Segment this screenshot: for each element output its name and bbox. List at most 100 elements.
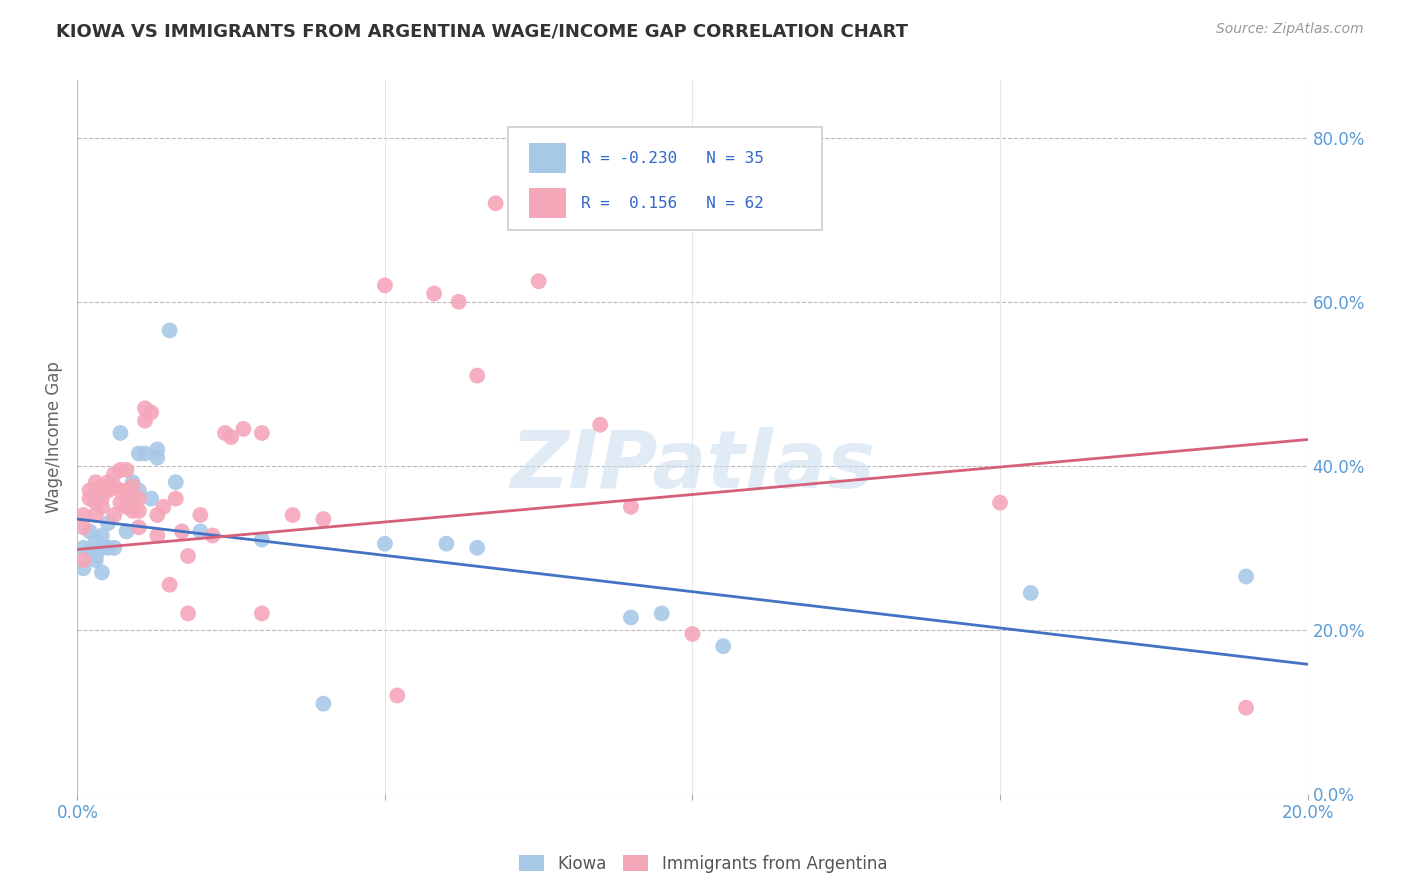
Point xyxy=(159,578,181,592)
Point xyxy=(146,508,169,522)
Point xyxy=(177,549,200,563)
Point xyxy=(1234,700,1257,714)
Text: Source: ZipAtlas.com: Source: ZipAtlas.com xyxy=(1216,22,1364,37)
Point xyxy=(90,566,114,580)
Point xyxy=(103,467,125,481)
Point xyxy=(312,512,335,526)
Point xyxy=(146,442,169,457)
Point xyxy=(110,425,132,440)
Point xyxy=(72,541,94,555)
Bar xyxy=(529,188,565,218)
Point xyxy=(121,479,143,493)
Point xyxy=(436,537,458,551)
Point xyxy=(465,368,488,383)
Point xyxy=(250,425,273,440)
Point xyxy=(620,610,643,624)
Y-axis label: Wage/Income Gap: Wage/Income Gap xyxy=(45,361,63,513)
Point xyxy=(110,496,132,510)
Point xyxy=(103,479,125,493)
Point xyxy=(79,491,101,506)
Point xyxy=(219,430,242,444)
Point xyxy=(159,323,181,337)
Point xyxy=(84,533,107,547)
Point xyxy=(103,508,125,522)
Point xyxy=(84,549,107,563)
Point xyxy=(651,607,673,621)
Point xyxy=(385,689,409,703)
Point xyxy=(465,541,488,555)
Bar xyxy=(529,143,565,173)
Point xyxy=(165,475,187,490)
Point xyxy=(72,553,94,567)
Point xyxy=(115,463,138,477)
Point xyxy=(97,541,120,555)
Point xyxy=(165,491,187,506)
Point xyxy=(250,607,273,621)
Text: KIOWA VS IMMIGRANTS FROM ARGENTINA WAGE/INCOME GAP CORRELATION CHART: KIOWA VS IMMIGRANTS FROM ARGENTINA WAGE/… xyxy=(56,22,908,40)
Point xyxy=(90,500,114,514)
Point xyxy=(170,524,193,539)
Point xyxy=(90,528,114,542)
Point xyxy=(97,479,120,493)
Point xyxy=(72,561,94,575)
Point xyxy=(527,274,550,288)
Point xyxy=(84,483,107,498)
Point xyxy=(90,491,114,506)
Legend: Kiowa, Immigrants from Argentina: Kiowa, Immigrants from Argentina xyxy=(512,848,894,880)
Point xyxy=(84,553,107,567)
Point xyxy=(312,697,335,711)
Point xyxy=(128,504,150,518)
Point xyxy=(103,541,125,555)
Point xyxy=(121,491,143,506)
Point xyxy=(281,508,304,522)
Point xyxy=(141,405,163,419)
Point xyxy=(232,422,254,436)
Text: R =  0.156   N = 62: R = 0.156 N = 62 xyxy=(581,195,763,211)
Point xyxy=(134,401,156,416)
Point xyxy=(84,496,107,510)
Point xyxy=(134,414,156,428)
Point xyxy=(84,475,107,490)
FancyBboxPatch shape xyxy=(508,127,821,230)
Point xyxy=(121,504,143,518)
Text: ZIPatlas: ZIPatlas xyxy=(510,426,875,505)
Point xyxy=(72,520,94,534)
Point xyxy=(589,417,612,432)
Point xyxy=(711,639,734,653)
Point xyxy=(188,524,212,539)
Point xyxy=(423,286,446,301)
Point xyxy=(128,483,150,498)
Text: R = -0.230   N = 35: R = -0.230 N = 35 xyxy=(581,151,763,166)
Point xyxy=(97,483,120,498)
Point xyxy=(72,508,94,522)
Point xyxy=(447,294,470,309)
Point xyxy=(79,545,101,559)
Point xyxy=(188,508,212,522)
Point xyxy=(97,475,120,490)
Point xyxy=(214,425,236,440)
Point xyxy=(152,500,174,514)
Point xyxy=(201,528,224,542)
Point xyxy=(115,500,138,514)
Point xyxy=(90,479,114,493)
Point xyxy=(146,528,169,542)
Point xyxy=(250,533,273,547)
Point xyxy=(485,196,508,211)
Point xyxy=(97,516,120,531)
Point xyxy=(115,483,138,498)
Point xyxy=(177,607,200,621)
Point xyxy=(110,463,132,477)
Point xyxy=(121,475,143,490)
Point xyxy=(620,500,643,514)
Point xyxy=(110,483,132,498)
Point xyxy=(146,450,169,465)
Point xyxy=(79,524,101,539)
Point xyxy=(988,496,1011,510)
Point xyxy=(1019,586,1042,600)
Point xyxy=(134,446,156,460)
Point xyxy=(374,537,396,551)
Point xyxy=(374,278,396,293)
Point xyxy=(79,483,101,498)
Point xyxy=(84,508,107,522)
Point xyxy=(115,524,138,539)
